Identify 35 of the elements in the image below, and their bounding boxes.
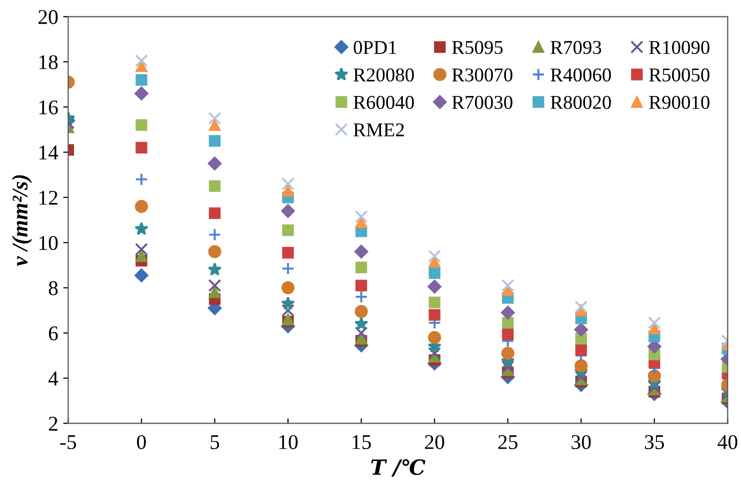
x-tick-label: 25 — [498, 435, 518, 450]
x-tick-label: 40 — [718, 435, 738, 450]
legend-label: R7093 — [550, 40, 602, 54]
legend-label: R80020 — [550, 96, 611, 109]
x-axis-title: T /℃ — [371, 459, 426, 477]
x-tick-label: 15 — [352, 435, 371, 450]
x-tick-label: 20 — [425, 435, 444, 450]
y-tick-label: 12 — [39, 190, 58, 205]
y-tick-label: 8 — [48, 281, 58, 296]
y-tick-label: 6 — [48, 326, 58, 340]
legend-label: R10090 — [649, 40, 710, 54]
x-tick-label: 0 — [137, 435, 146, 450]
y-tick-label: 16 — [39, 100, 58, 114]
x-tick-label: -5 — [60, 435, 76, 450]
legend-label: R40060 — [550, 68, 611, 82]
legend-label: R90010 — [649, 96, 710, 109]
legend-label: 0PD1 — [354, 40, 396, 54]
y-tick-label: 14 — [39, 146, 58, 160]
x-tick-label: 35 — [644, 435, 664, 450]
y-tick-label: 20 — [38, 10, 58, 24]
legend-label: R70030 — [452, 96, 512, 109]
y-axis-title: v /(mm²/s) — [12, 175, 32, 266]
y-tick-label: 4 — [48, 372, 58, 386]
x-tick-label: 5 — [210, 435, 220, 450]
legend-label: R30070 — [452, 68, 512, 82]
y-tick-label: 10 — [39, 236, 58, 250]
legend-label: RME2 — [354, 123, 404, 136]
legend-label: R5095 — [452, 40, 503, 54]
legend-label: R60040 — [354, 96, 414, 109]
y-tick-label: 18 — [39, 55, 58, 70]
legend-label: R20080 — [354, 68, 414, 82]
y-tick-label: 2 — [48, 416, 58, 431]
legend-label: R50050 — [649, 68, 710, 82]
x-tick-label: 30 — [572, 435, 591, 450]
x-tick-label: 10 — [279, 435, 298, 450]
